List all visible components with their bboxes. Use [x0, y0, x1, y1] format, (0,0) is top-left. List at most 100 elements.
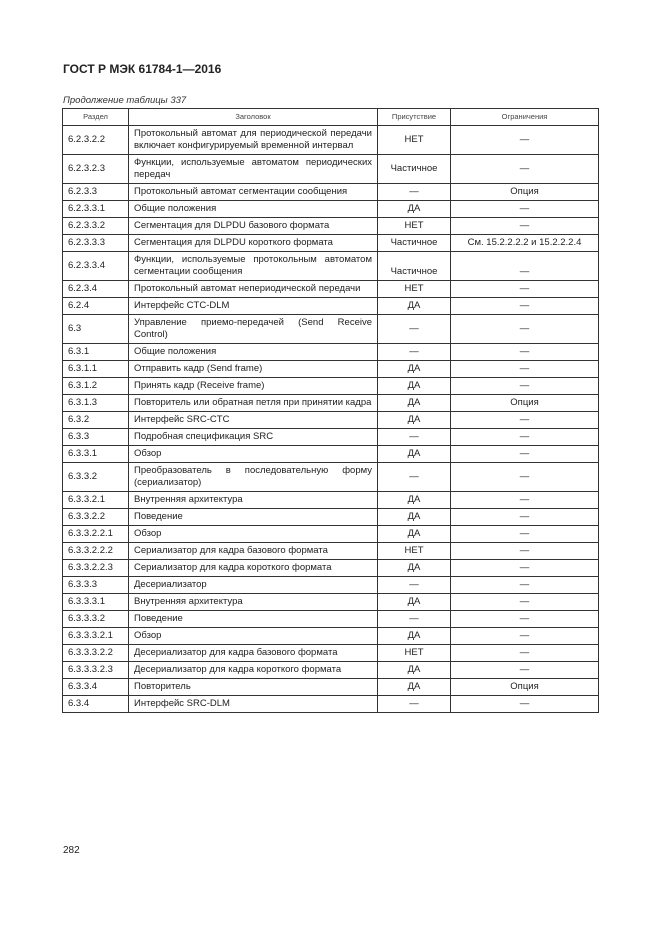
- table-row: 6.3.3.3.2.3 Десериализатор для кадра коро…: [62, 661, 599, 679]
- section-cell: 6.2.3.4: [62, 280, 129, 298]
- presence-cell: НЕТ: [377, 644, 451, 662]
- constraints-cell: —: [450, 297, 599, 315]
- section-cell: 6.3.3.2.1: [62, 491, 129, 509]
- constraints-cell: Опция: [450, 183, 599, 201]
- page-number: 282: [63, 845, 80, 856]
- section-cell: 6.3.3.3.1: [62, 593, 129, 611]
- constraints-cell: —: [450, 411, 599, 429]
- table-row: 6.2.3.2.3 Функции, используемые автоматом…: [62, 154, 599, 184]
- title-cell: Внутренняя архитектура: [128, 491, 378, 509]
- section-cell: 6.2.3.3.4: [62, 251, 129, 281]
- presence-cell: ДА: [377, 525, 451, 543]
- section-cell: 6.2.3.3.1: [62, 200, 129, 218]
- presence-cell: ДА: [377, 394, 451, 412]
- table-row: 6.3.1.3 Повторитель или обратная петля пр…: [62, 394, 599, 412]
- constraints-cell: —: [450, 627, 599, 645]
- section-cell: 6.3.3.3: [62, 576, 129, 594]
- section-cell: 6.3.1.3: [62, 394, 129, 412]
- presence-cell: —: [377, 576, 451, 594]
- title-cell: Управление приемо-передачей (Send Receiv…: [128, 314, 378, 344]
- title-cell: Сегментация для DLPDU короткого формата: [128, 234, 378, 252]
- title-cell: Общие положения: [128, 200, 378, 218]
- presence-cell: ДА: [377, 411, 451, 429]
- constraints-cell: —: [450, 491, 599, 509]
- constraints-cell: —: [450, 314, 599, 344]
- section-cell: 6.2.3.2.3: [62, 154, 129, 184]
- presence-cell: Частичное: [377, 154, 451, 184]
- section-cell: 6.3.1.2: [62, 377, 129, 395]
- section-cell: 6.3.3.4: [62, 678, 129, 696]
- constraints-cell: —: [450, 200, 599, 218]
- table-row: 6.3.3.2.2.1 Обзор ДА —: [62, 525, 599, 543]
- section-cell: 6.3.1.1: [62, 360, 129, 378]
- section-cell: 6.2.4: [62, 297, 129, 315]
- title-cell: Функции, используемые автоматом периодич…: [128, 154, 378, 184]
- title-cell: Общие положения: [128, 343, 378, 361]
- section-cell: 6.3.4: [62, 695, 129, 713]
- constraints-cell: —: [450, 360, 599, 378]
- table-row: 6.3.3.3.2.1 Обзор ДА —: [62, 627, 599, 645]
- section-cell: 6.3.3.2.2.2: [62, 542, 129, 560]
- presence-cell: НЕТ: [377, 125, 451, 155]
- title-cell: Повторитель: [128, 678, 378, 696]
- presence-cell: НЕТ: [377, 217, 451, 235]
- title-cell: Сериализатор для кадра базового формата: [128, 542, 378, 560]
- column-header-section: Раздел: [62, 108, 129, 126]
- section-cell: 6.3.3: [62, 428, 129, 446]
- title-cell: Протокольный автомат для периодической п…: [128, 125, 378, 155]
- table-row: 6.3.3.3.2.2 Десериализатор для кадра базо…: [62, 644, 599, 662]
- table-header-row: Раздел Заголовок Присутствие Ограничения: [62, 108, 599, 126]
- title-cell: Преобразователь в последовательную форму…: [128, 462, 378, 492]
- presence-cell: НЕТ: [377, 542, 451, 560]
- constraints-cell: —: [450, 610, 599, 628]
- presence-cell: ДА: [377, 661, 451, 679]
- table-row: 6.2.3.3.1 Общие положения ДА —: [62, 200, 599, 218]
- section-cell: 6.3.3.3.2.2: [62, 644, 129, 662]
- presence-cell: ДА: [377, 627, 451, 645]
- constraints-cell: —: [450, 462, 599, 492]
- section-cell: 6.2.3.3.2: [62, 217, 129, 235]
- title-cell: Повторитель или обратная петля при приня…: [128, 394, 378, 412]
- constraints-cell: —: [450, 377, 599, 395]
- constraints-cell: —: [450, 280, 599, 298]
- table-row: 6.3.3.2.2.2 Сериализатор для кадра базово…: [62, 542, 599, 560]
- title-cell: Функции, используемые протокольным автом…: [128, 251, 378, 281]
- constraints-cell: —: [450, 644, 599, 662]
- section-cell: 6.3.3.2.2.1: [62, 525, 129, 543]
- constraints-cell: —: [450, 559, 599, 577]
- title-cell: Обзор: [128, 445, 378, 463]
- constraints-cell: —: [450, 661, 599, 679]
- table-row: 6.2.3.3.3 Сегментация для DLPDU короткого…: [62, 234, 599, 252]
- title-cell: Поведение: [128, 508, 378, 526]
- table-row: 6.3.3.1 Обзор ДА —: [62, 445, 599, 463]
- title-cell: Поведение: [128, 610, 378, 628]
- table-row: 6.3.3.3.1 Внутренняя архитектура ДА —: [62, 593, 599, 611]
- table-row: 6.3.3 Подробная спецификация SRC — —: [62, 428, 599, 446]
- title-cell: Протокольный автомат сегментации сообщен…: [128, 183, 378, 201]
- title-cell: Обзор: [128, 525, 378, 543]
- title-cell: Десериализатор для кадра короткого форма…: [128, 661, 378, 679]
- presence-cell: ДА: [377, 445, 451, 463]
- presence-cell: ДА: [377, 508, 451, 526]
- constraints-cell: —: [450, 508, 599, 526]
- title-cell: Обзор: [128, 627, 378, 645]
- title-cell: Внутренняя архитектура: [128, 593, 378, 611]
- section-cell: 6.3.3.2.2: [62, 508, 129, 526]
- constraints-cell: —: [450, 154, 599, 184]
- presence-cell: ДА: [377, 559, 451, 577]
- section-cell: 6.3.3.3.2: [62, 610, 129, 628]
- constraints-cell: —: [450, 542, 599, 560]
- section-cell: 6.3: [62, 314, 129, 344]
- table-row: 6.3.3.2 Преобразователь в последовательну…: [62, 462, 599, 492]
- presence-cell: —: [377, 610, 451, 628]
- presence-cell: НЕТ: [377, 280, 451, 298]
- table-row: 6.3.1.1 Отправить кадр (Send frame) ДА —: [62, 360, 599, 378]
- table-row: 6.3.3.2.2.3 Сериализатор для кадра коротк…: [62, 559, 599, 577]
- table-caption: Продолжение таблицы 337: [63, 95, 187, 106]
- constraints-cell: —: [450, 695, 599, 713]
- table-row: 6.3 Управление приемо-передачей (Send Rec…: [62, 314, 599, 344]
- presence-cell: Частичное: [377, 234, 451, 252]
- table-row: 6.3.4 Интерфейс SRC-DLM — —: [62, 695, 599, 713]
- presence-cell: —: [377, 314, 451, 344]
